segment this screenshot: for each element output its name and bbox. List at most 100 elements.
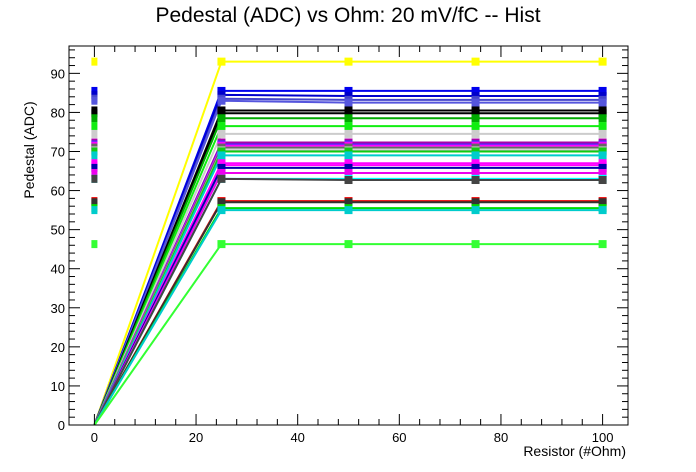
y-tick-label: 10 <box>51 379 65 394</box>
data-point <box>471 151 480 160</box>
data-point <box>344 163 353 172</box>
x0-marker <box>91 96 98 105</box>
data-point <box>598 98 607 107</box>
x-tick-label: 20 <box>189 430 203 445</box>
data-point <box>217 163 226 172</box>
y-tick-label: 40 <box>51 262 65 277</box>
chart-title: Pedestal (ADC) vs Ohm: 20 mV/fC -- Hist <box>155 4 541 27</box>
x0-marker <box>91 168 98 177</box>
series-13 <box>91 143 607 426</box>
x-tick-label: 80 <box>494 430 508 445</box>
series-line <box>93 146 603 426</box>
data-point <box>217 240 226 249</box>
data-point <box>217 174 226 183</box>
y-axis-label-holder: Pedestal (ADC) <box>21 101 37 198</box>
x0-marker <box>91 240 98 249</box>
series-4 <box>91 96 607 426</box>
data-point <box>598 86 607 95</box>
x-tick-label: 100 <box>592 430 614 445</box>
series-14 <box>91 146 607 426</box>
data-point <box>471 168 480 177</box>
data-point <box>598 129 607 138</box>
data-point <box>471 163 480 172</box>
data-point <box>598 114 607 123</box>
data-point <box>217 151 226 160</box>
x0-marker <box>91 174 98 183</box>
data-point <box>598 109 607 118</box>
x0-marker <box>91 163 98 172</box>
data-point <box>344 151 353 160</box>
x-tick-label: 0 <box>91 430 98 445</box>
series-0 <box>91 57 607 426</box>
data-point <box>598 57 607 66</box>
data-point <box>598 198 607 207</box>
series-7 <box>91 114 607 426</box>
data-point <box>471 114 480 123</box>
series-9 <box>91 129 607 426</box>
data-point <box>344 240 353 249</box>
series-19 <box>91 163 607 426</box>
y-tick-label: 50 <box>51 223 65 238</box>
data-point <box>471 176 480 185</box>
series-6 <box>91 109 607 426</box>
data-point <box>598 163 607 172</box>
series-line <box>93 141 603 426</box>
plot-frame <box>68 45 629 426</box>
series-line <box>93 143 603 426</box>
y-tick-label: 60 <box>51 184 65 199</box>
data-point <box>471 98 480 107</box>
data-point <box>344 168 353 177</box>
data-point <box>344 176 353 185</box>
data-point <box>598 151 607 160</box>
series-26 <box>91 206 607 426</box>
data-point <box>471 198 480 207</box>
x-tick-label: 60 <box>392 430 406 445</box>
series-8 <box>91 122 607 426</box>
x0-marker <box>91 198 98 207</box>
series-12 <box>91 141 607 426</box>
series-line <box>93 177 603 426</box>
x0-marker <box>91 114 98 123</box>
axis-layer: 0 20 40 60 80 100 0 10 20 30 40 50 60 70 80 90 <box>51 45 629 445</box>
data-point <box>344 109 353 118</box>
data-point <box>598 206 607 215</box>
x-axis-label: Resistor (#Ohm) <box>523 443 626 459</box>
data-point <box>598 240 607 249</box>
series-15 <box>91 147 607 426</box>
y-tick-label: 30 <box>51 301 65 316</box>
y-tick-label: 80 <box>51 105 65 120</box>
y-tick-label: 90 <box>51 66 65 81</box>
data-point <box>471 206 480 215</box>
series-line <box>93 150 603 426</box>
data-point <box>471 122 480 131</box>
series-16 <box>91 151 607 426</box>
data-point <box>217 96 226 105</box>
data-point <box>344 206 353 215</box>
data-point <box>217 57 226 66</box>
series-20 <box>91 168 607 426</box>
series-line <box>93 149 603 426</box>
data-point <box>471 57 480 66</box>
y-axis-label: Pedestal (ADC) <box>21 101 37 198</box>
x0-marker <box>91 122 98 131</box>
data-point <box>217 129 226 138</box>
data-point <box>344 122 353 131</box>
x0-marker <box>91 57 98 66</box>
x0-marker <box>91 109 98 118</box>
data-point <box>217 122 226 131</box>
data-point <box>217 109 226 118</box>
data-point <box>344 129 353 138</box>
series-layer <box>91 57 607 426</box>
data-point <box>217 114 226 123</box>
data-point <box>344 198 353 207</box>
data-point <box>344 98 353 107</box>
x0-marker <box>91 206 98 215</box>
y-tick-label: 70 <box>51 144 65 159</box>
series-22 <box>91 174 607 426</box>
data-point <box>471 109 480 118</box>
data-point <box>217 168 226 177</box>
data-point <box>598 168 607 177</box>
data-point <box>344 114 353 123</box>
